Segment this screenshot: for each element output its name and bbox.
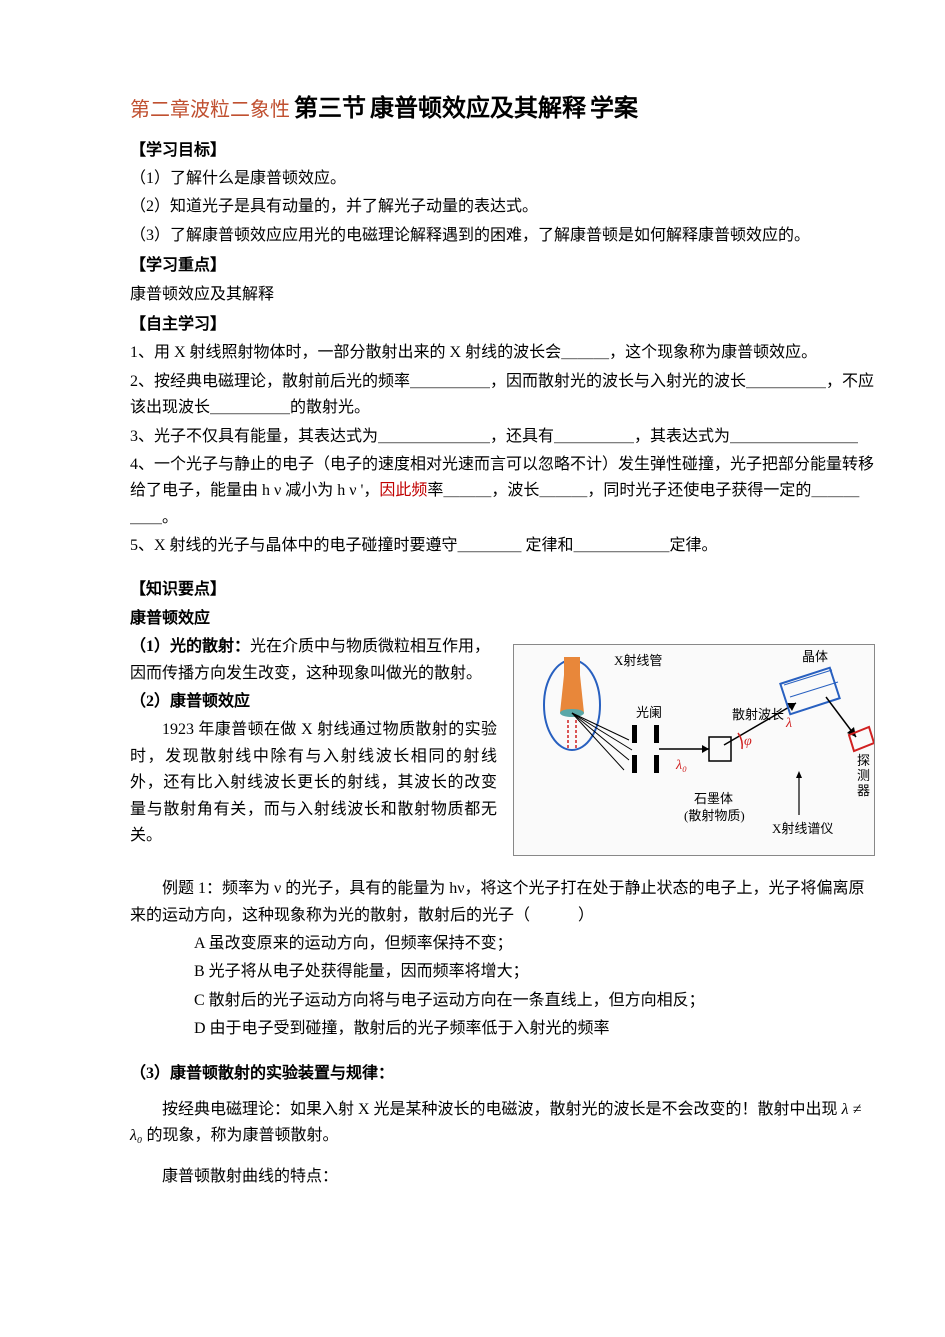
choice-c: C 散射后的光子运动方向将与电子运动方向在一条直线上，但方向相反； <box>130 988 875 1014</box>
apparatus-p2: 康普顿散射曲线的特点： <box>130 1164 875 1190</box>
label-xray-tube: X射线管 <box>614 653 662 668</box>
objectives-heading: 【学习目标】 <box>130 138 875 164</box>
apparatus-heading: （3）康普顿散射的实验装置与规律： <box>130 1061 875 1087</box>
choice-d: D 由于电子受到碰撞，散射后的光子频率低于入射光的频率 <box>130 1016 875 1042</box>
objective-2: （2）知道光子是具有动量的，并了解光子动量的表达式。 <box>130 194 875 220</box>
objective-3: （3）了解康普顿效应应用光的电磁理论解释遇到的困难，了解康普顿是如何解释康普顿效… <box>130 223 875 249</box>
selfstudy-1: 1、用 X 射线照射物体时，一部分散射出来的 X 射线的波长会＿＿＿，这个现象称… <box>130 340 875 366</box>
suffix-title: 学案 <box>590 96 638 122</box>
diagram-svg: X射线管 晶体 光阑 散射波长 λ λ₀ φ 探 测 器 石墨体 (散射物质) … <box>514 645 874 855</box>
label-lambda: λ <box>785 716 792 731</box>
label-graphite: 石墨体 <box>694 791 733 806</box>
title-line: 第二章波粒二象性 第三节 康普顿效应及其解释 学案 <box>130 90 875 130</box>
keypoints-heading: 【学习重点】 <box>130 253 875 279</box>
label-detector-2: 测 <box>857 768 870 783</box>
selfstudy-4: 4、一个光子与静止的电子（电子的速度相对光速而言可以忽略不计）发生弹性碰撞，光子… <box>130 452 875 531</box>
scatter-title: （1）光的散射： <box>130 638 250 655</box>
compton-heading: 康普顿效应 <box>130 606 875 632</box>
apparatus-diagram: X射线管 晶体 光阑 散射波长 λ λ₀ φ 探 测 器 石墨体 (散射物质) … <box>513 644 875 856</box>
apparatus-p1: 按经典电磁理论：如果入射 X 光是某种波长的电磁波，散射光的波长是不会改变的！散… <box>130 1097 875 1150</box>
example-stem: 例题 1：频率为 ν 的光子，具有的能量为 hν，将这个光子打在处于静止状态的电… <box>130 876 875 929</box>
label-spectrometer: X射线谱仪 <box>772 821 833 836</box>
label-scatter-wl: 散射波长 <box>732 707 784 722</box>
label-crystal: 晶体 <box>802 649 828 664</box>
knowledge-heading: 【知识要点】 <box>130 577 875 603</box>
selfstudy-heading: 【自主学习】 <box>130 312 875 338</box>
label-detector-1: 探 <box>857 753 870 768</box>
label-detector-3: 器 <box>857 783 870 798</box>
selfstudy-4-red: 因此频 <box>379 482 427 499</box>
chapter-label: 第二章波粒二象性 <box>130 99 290 121</box>
keypoints-text: 康普顿效应及其解释 <box>130 282 875 308</box>
topic-title: 康普顿效应及其解释 <box>370 96 586 122</box>
label-aperture: 光阑 <box>636 705 662 720</box>
choice-a: A 虽改变原来的运动方向，但频率保持不变； <box>130 931 875 957</box>
document-page: 第二章波粒二象性 第三节 康普顿效应及其解释 学案 【学习目标】 （1）了解什么… <box>0 0 945 1232</box>
selfstudy-3: 3、光子不仅具有能量，其表达式为＿＿＿＿＿＿＿，还具有＿＿＿＿＿，其表达式为＿＿… <box>130 424 875 450</box>
choice-b: B 光子将从电子处获得能量，因而频率将增大； <box>130 959 875 985</box>
label-lambda0: λ₀ <box>675 758 687 773</box>
apparatus-p1b: 的现象，称为康普顿散射。 <box>143 1127 339 1144</box>
label-phi: φ <box>744 734 752 749</box>
selfstudy-2: 2、按经典电磁理论，散射前后光的频率＿＿＿＿＿，因而散射光的波长与入射光的波长＿… <box>130 369 875 422</box>
label-scatter-matter: (散射物质) <box>684 808 745 823</box>
objective-1: （1）了解什么是康普顿效应。 <box>130 166 875 192</box>
apparatus-p1a: 按经典电磁理论：如果入射 X 光是某种波长的电磁波，散射光的波长是不会改变的！散… <box>162 1101 842 1118</box>
selfstudy-5: 5、X 射线的光子与晶体中的电子碰撞时要遵守＿＿＿＿ 定律和＿＿＿＿＿＿定律。 <box>130 533 875 559</box>
section-number: 第三节 <box>294 96 366 122</box>
